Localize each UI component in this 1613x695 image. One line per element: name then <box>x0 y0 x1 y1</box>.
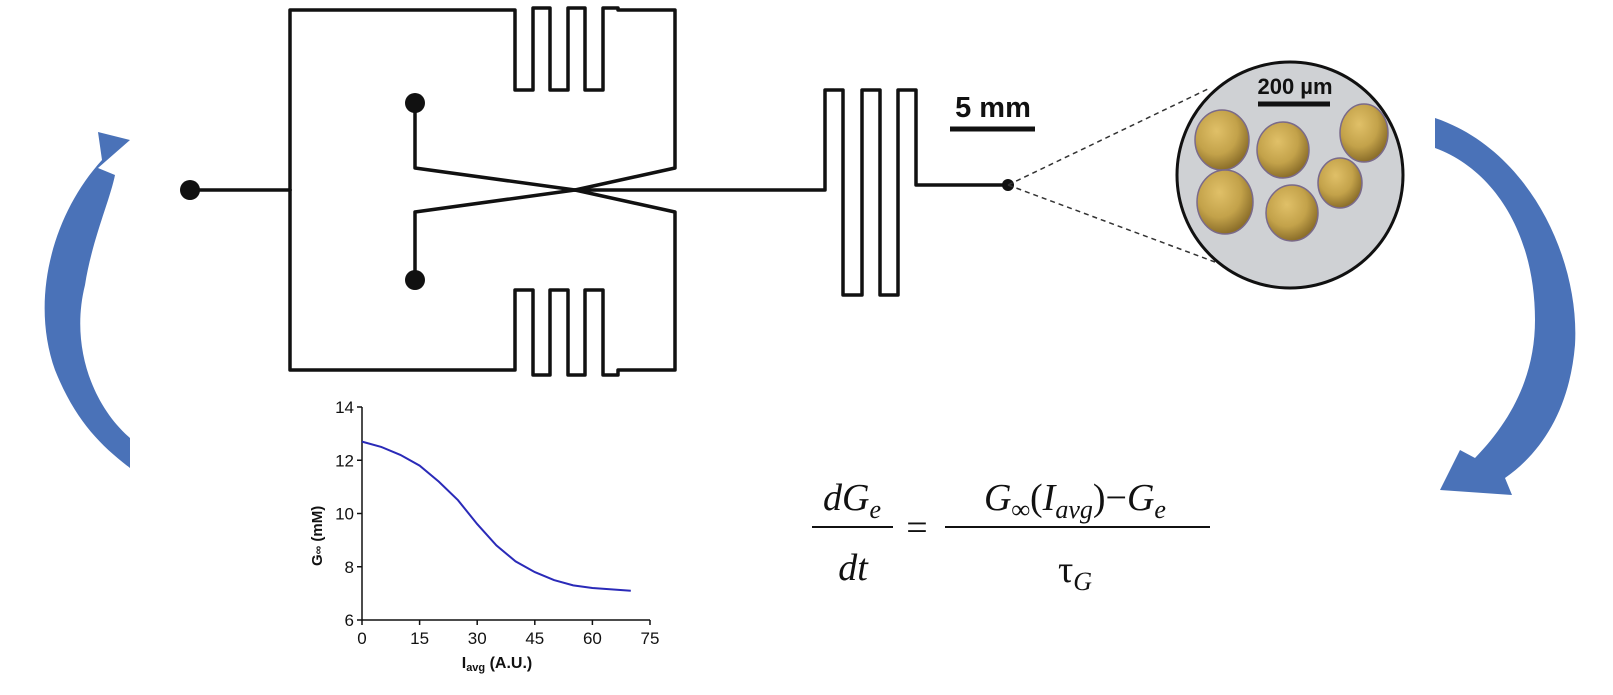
lower-inlet-port <box>405 270 425 290</box>
upper-inner-channel <box>413 101 577 192</box>
main-inlet-port <box>180 180 200 200</box>
y-tick-label: 6 <box>345 611 354 630</box>
outlet-serpentine-channel <box>573 88 1010 297</box>
islet <box>1196 169 1254 235</box>
upper-inlet-port <box>405 93 425 113</box>
islet <box>1339 103 1389 163</box>
series-line <box>361 440 631 592</box>
left-cycle-arrow <box>44 132 130 468</box>
zoom-line-bottom <box>1007 184 1216 263</box>
ode-equation: dGe dt = G∞(Iavg)−Ge τG <box>812 477 1210 596</box>
eq-lhs-numerator: dGe <box>823 477 881 524</box>
y-tick-label: 10 <box>335 505 354 524</box>
islet <box>1256 121 1310 179</box>
lower-inner-channel <box>413 188 577 282</box>
islet <box>1194 109 1250 171</box>
inset-scale-label: 200 µm <box>1257 74 1332 99</box>
y-tick-label: 14 <box>335 398 354 417</box>
zoom-line-top <box>1007 87 1211 186</box>
eq-lhs-denominator: dt <box>838 547 869 589</box>
x-tick-label: 0 <box>357 629 366 648</box>
eq-equals: = <box>906 507 927 549</box>
x-tick-label: 15 <box>410 629 429 648</box>
g-inf-chart: 0 15 30 45 60 75 6 8 10 12 14 G∞ (mM) Iavg (A.U.) <box>309 398 659 674</box>
inset-border <box>1175 60 1405 290</box>
scale-bar-label: 5 mm <box>955 92 1031 124</box>
bottom-frame-channel <box>288 188 677 377</box>
x-tick-label: 75 <box>641 629 660 648</box>
eq-rhs-numerator: G∞(Iavg)−Ge <box>984 477 1166 524</box>
x-tick-label: 30 <box>468 629 487 648</box>
y-tick-label: 12 <box>335 451 354 470</box>
microfluidic-chip <box>188 6 1010 377</box>
y-tick-label: 8 <box>345 558 354 577</box>
chart-series <box>361 440 631 592</box>
y-axis-label: G∞ (mM) <box>309 506 326 566</box>
islet <box>1265 184 1319 242</box>
top-frame-channel <box>288 6 677 192</box>
islet <box>1317 157 1363 209</box>
x-tick-label: 45 <box>525 629 544 648</box>
x-axis-label: Iavg (A.U.) <box>462 655 533 674</box>
chart-axes: 0 15 30 45 60 75 6 8 10 12 14 <box>335 398 659 648</box>
x-tick-label: 60 <box>583 629 602 648</box>
islet-inset: 200 µm <box>1175 60 1405 290</box>
eq-rhs-denominator: τG <box>1058 549 1092 596</box>
right-cycle-arrow <box>1435 118 1576 495</box>
